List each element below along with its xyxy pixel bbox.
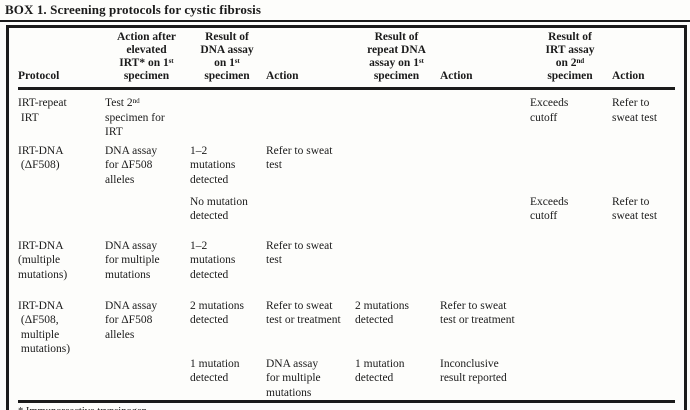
cell-action-1: DNA assay for multiple mutations [266,357,321,399]
title-rule [0,20,690,22]
col-header-action-3: Action [612,28,675,90]
cell-repeat-dna-result [355,239,440,299]
cell-action-2 [440,239,530,299]
cell-action-1 [266,195,355,239]
cell-action-after-irt: Test 2ⁿᵈ specimen for IRT [105,97,165,138]
cell-action-3 [612,299,675,357]
col-header-action-2: Action [440,28,530,90]
cell-action-after-irt: DNA assay for multiple mutations [105,239,160,281]
cell-action-1: Refer to sweat test [266,239,333,267]
cell-irt-second-result [530,299,612,357]
cell-irt-second-result [530,357,612,401]
cell-protocol: IRT-repeat IRT [18,97,67,124]
cell-dna-result-first [190,89,266,144]
col-header-dna-result-first: Result of DNA assay on 1ˢᵗ specimen [190,28,266,90]
cell-dna-result-first: 1 mutation detected [190,357,240,385]
cell-dna-result-first: 2 mutations detected [190,299,244,327]
screening-protocols-table: Protocol Action after elevated IRT* on 1… [18,28,675,400]
cell-action-after-irt [105,357,190,401]
table-row-irt-repeat: IRT-repeat IRT Test 2ⁿᵈ specimen for IRT… [18,89,675,144]
cell-action-1 [266,89,355,144]
cell-repeat-dna-result: 2 mutations detected [355,299,409,327]
cell-action-3 [612,239,675,299]
col-header-irt-second-result: Result of IRT assay on 2ⁿᵈ specimen [530,28,612,90]
col-header-action-after-irt: Action after elevated IRT* on 1ˢᵗ specim… [105,28,190,90]
table-row-irt-dna-f508-sub: No mutation detected Exceeds cutoff Refe… [18,195,675,239]
cell-irt-second-result [530,239,612,299]
cell-irt-second-result [530,144,612,195]
cell-dna-result-first: No mutation detected [190,195,248,223]
cell-action-3 [612,357,675,401]
cell-action-2: Inconclusive result reported [440,357,507,385]
cell-irt-second-result: Exceeds cutoff [530,97,569,124]
cell-protocol [18,357,105,401]
cell-repeat-dna-result [355,89,440,144]
table-row-irt-dna-f508-multiple: IRT-DNA (ΔF508, multiple mutations) DNA … [18,299,675,357]
cell-action-2 [440,195,530,239]
cell-dna-result-first: 1–2 mutations detected [190,239,236,281]
cell-protocol [18,195,105,239]
cell-action-after-irt: DNA assay for ΔF508 alleles [105,144,158,186]
cell-dna-result-first: 1–2 mutations detected [190,144,236,186]
cell-action-1: Refer to sweat test or treatment [266,299,341,327]
table-row-irt-dna-multiple: IRT-DNA (multiple mutations) DNA assay f… [18,239,675,299]
cell-repeat-dna-result [355,195,440,239]
table-box: Protocol Action after elevated IRT* on 1… [6,25,687,410]
table-row-irt-dna-f508-multiple-sub: 1 mutation detected DNA assay for multip… [18,357,675,401]
header-row: Protocol Action after elevated IRT* on 1… [18,28,675,90]
cell-action-3: Refer to sweat test [612,195,658,223]
cell-action-1: Refer to sweat test [266,144,333,172]
cell-action-after-irt: DNA assay for ΔF508 alleles [105,299,158,341]
cell-repeat-dna-result: 1 mutation detected [355,357,405,385]
box-title: BOX 1. Screening protocols for cystic fi… [5,2,262,17]
footnote-rule [18,400,675,403]
col-header-action-1: Action [266,28,355,90]
cell-repeat-dna-result [355,144,440,195]
cell-action-3: Refer to sweat test [612,97,658,124]
cell-action-2 [440,144,530,195]
table-row-irt-dna-f508: IRT-DNA (ΔF508) DNA assay for ΔF508 alle… [18,144,675,195]
col-header-repeat-dna-result: Result of repeat DNA assay on 1ˢᵗ specim… [355,28,440,90]
cell-protocol: IRT-DNA (multiple mutations) [18,239,68,281]
cell-action-2 [440,89,530,144]
cell-action-2: Refer to sweat test or treatment [440,299,515,327]
cell-action-3 [612,144,675,195]
cell-protocol: IRT-DNA (ΔF508) [18,144,64,172]
cell-action-after-irt [105,195,190,239]
footnote: * Immunoreactive trypsinogen. [18,403,675,410]
cell-irt-second-result: Exceeds cutoff [530,195,569,223]
col-header-protocol: Protocol [18,28,105,90]
cell-protocol: IRT-DNA (ΔF508, multiple mutations) [18,299,71,356]
